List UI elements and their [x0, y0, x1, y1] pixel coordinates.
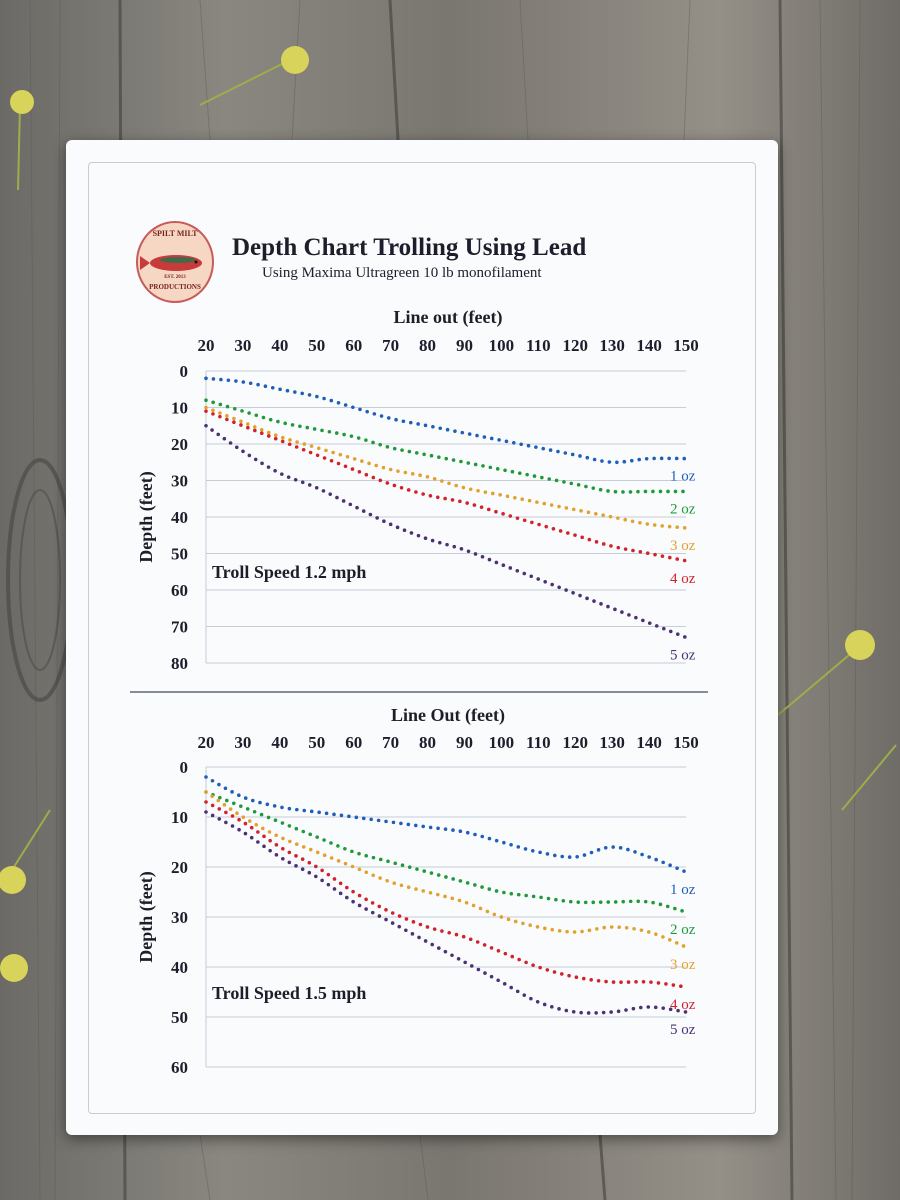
series-line-1oz: [204, 376, 688, 465]
troll-speed-label: Troll Speed 1.2 mph: [212, 562, 366, 582]
x-tick-label: 100: [489, 733, 515, 752]
x-tick-label: 30: [234, 733, 251, 752]
series-label: 4 oz: [670, 997, 696, 1013]
x-tick-label: 30: [234, 336, 251, 355]
salmon-icon: [140, 255, 202, 271]
x-tick-label: 40: [271, 336, 288, 355]
y-tick-label: 50: [171, 545, 188, 564]
x-tick-label: 60: [345, 733, 362, 752]
x-tick-label: 50: [308, 733, 325, 752]
x-tick-label: 140: [636, 336, 662, 355]
series-line-2oz: [204, 398, 688, 494]
y-tick-label: 80: [171, 654, 188, 673]
x-tick-label: 110: [526, 733, 551, 752]
series-line-4oz: [204, 409, 688, 563]
series-line-4oz: [204, 800, 688, 989]
x-tick-label: 90: [456, 733, 473, 752]
series-line-5oz: [204, 810, 688, 1015]
series-label: 2 oz: [670, 922, 696, 938]
x-tick-label: 80: [419, 336, 436, 355]
y-tick-label: 60: [171, 1058, 188, 1077]
flower-decoration: [0, 46, 897, 982]
x-tick-label: 80: [419, 733, 436, 752]
series-line-2oz: [204, 790, 688, 914]
y-tick-label: 30: [171, 472, 188, 491]
card-border: [88, 162, 756, 1114]
x-tick-label: 20: [198, 733, 215, 752]
series-line-3oz: [204, 790, 688, 949]
troll-speed-label: Troll Speed 1.5 mph: [212, 983, 366, 1003]
series-line-5oz: [204, 423, 688, 640]
x-tick-label: 70: [382, 733, 399, 752]
x-tick-label: 120: [562, 336, 588, 355]
series-label: 5 oz: [670, 1022, 696, 1038]
y-tick-label: 70: [171, 618, 188, 637]
y-tick-label: 0: [180, 362, 189, 381]
y-tick-label: 20: [171, 858, 188, 877]
y-axis-label: Depth (feet): [136, 871, 157, 962]
x-tick-label: 90: [456, 336, 473, 355]
series-line-1oz: [204, 775, 688, 874]
series-line-3oz: [204, 405, 688, 530]
y-tick-label: 20: [171, 435, 188, 454]
series-label: 4 oz: [670, 571, 696, 587]
y-axis-label: Depth (feet): [136, 471, 157, 562]
series-label: 3 oz: [670, 957, 696, 973]
logo-text-bottom: PRODUCTIONS: [149, 283, 201, 291]
logo-text-top: SPILT MILT: [152, 229, 198, 238]
series-label: 5 oz: [670, 647, 696, 663]
page-subtitle: Using Maxima Ultragreen 10 lb monofilame…: [262, 265, 542, 281]
y-tick-label: 30: [171, 908, 188, 927]
y-tick-label: 0: [180, 758, 189, 777]
x-axis-label: Line out (feet): [394, 307, 503, 328]
series-label: 1 oz: [670, 882, 696, 898]
x-tick-label: 120: [562, 733, 588, 752]
y-tick-label: 10: [171, 399, 188, 418]
x-tick-label: 130: [599, 733, 625, 752]
y-tick-label: 10: [171, 808, 188, 827]
x-tick-label: 100: [489, 336, 515, 355]
x-tick-label: 140: [636, 733, 662, 752]
x-tick-label: 20: [198, 336, 215, 355]
y-tick-label: 40: [171, 958, 188, 977]
y-tick-label: 40: [171, 508, 188, 527]
x-tick-label: 70: [382, 336, 399, 355]
y-tick-label: 50: [171, 1008, 188, 1027]
y-tick-label: 60: [171, 581, 188, 600]
x-tick-label: 60: [345, 336, 362, 355]
spilt-milt-logo: SPILT MILT EST. 2013 PRODUCTIONS: [136, 221, 214, 303]
x-tick-label: 130: [599, 336, 625, 355]
chart-card: [66, 140, 778, 1135]
logo-text-est: EST. 2013: [164, 275, 186, 280]
series-label: 3 oz: [670, 538, 696, 554]
x-tick-label: 50: [308, 336, 325, 355]
series-label: 1 oz: [670, 469, 696, 485]
series-label: 2 oz: [670, 501, 696, 517]
x-tick-label: 150: [673, 733, 699, 752]
x-tick-label: 110: [526, 336, 551, 355]
x-tick-label: 150: [673, 336, 699, 355]
page-title: Depth Chart Trolling Using Lead: [232, 234, 587, 261]
x-tick-label: 40: [271, 733, 288, 752]
x-axis-label: Line Out (feet): [391, 705, 505, 726]
